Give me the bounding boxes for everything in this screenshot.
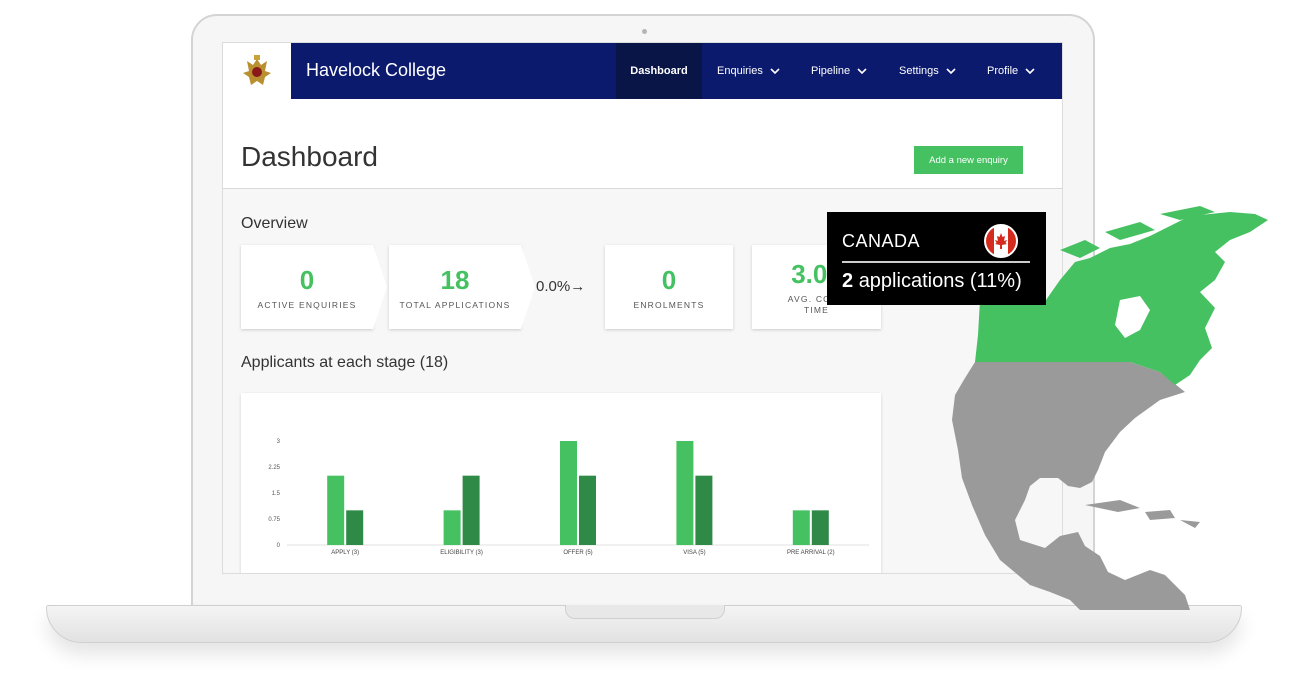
nav-pipeline[interactable]: Pipeline: [811, 43, 867, 99]
chevron-down-icon: [1025, 67, 1035, 74]
chart-bar: [443, 510, 461, 545]
chart-bar: [579, 475, 596, 545]
nav-enquiries-label: Enquiries: [717, 65, 763, 77]
stat-label: ENROLMENTS: [633, 300, 705, 310]
nav-dashboard-label: Dashboard: [630, 65, 688, 77]
x-tick-label: ELIGIBILITY (3): [440, 550, 483, 556]
stat-label: AVG. CONV: [787, 294, 846, 304]
x-tick-label: APPLY (3): [331, 550, 359, 556]
tooltip-country: CANADA: [842, 231, 921, 251]
chart-bar: [327, 475, 345, 545]
x-tick-label: PRE ARRIVAL (2): [787, 550, 835, 556]
college-logo[interactable]: [223, 43, 291, 99]
camera-dot: [642, 29, 647, 34]
y-tick-label: 2.25: [268, 465, 280, 471]
chevron-down-icon: [857, 67, 867, 74]
stat-value: 0: [661, 265, 677, 295]
chart-bar: [676, 441, 694, 545]
caribbean-islands: [1085, 500, 1200, 528]
stages-bar-chart: 0 0.75 1.5 2.25 3 APPLY (3) ELIGIBILITY (3) OFF…: [268, 439, 869, 556]
nav-profile[interactable]: Profile: [987, 43, 1035, 99]
conversion-rate: 0.0%→: [536, 278, 585, 295]
chart-bar: [462, 475, 480, 545]
stat-label-line2: TIME: [803, 305, 830, 315]
stat-active-enquiries[interactable]: 0 ACTIVE ENQUIRIES: [241, 245, 387, 329]
eagle-crest-icon: [243, 55, 271, 85]
stat-label: TOTAL APPLICATIONS: [399, 300, 511, 310]
add-enquiry-button[interactable]: Add a new enquiry: [914, 146, 1023, 174]
x-tick-label: OFFER (5): [563, 550, 592, 556]
chart-bar: [560, 441, 577, 545]
tooltip-divider: [842, 261, 1030, 263]
canada-flag-icon: [984, 224, 1018, 258]
arrow-right-icon: →: [570, 278, 586, 295]
nav-pipeline-label: Pipeline: [811, 65, 851, 77]
laptop-base: [46, 605, 1242, 643]
x-tick-label: VISA (5): [683, 550, 705, 556]
top-navbar: Havelock College Dashboard Enquiries Pip…: [223, 43, 1062, 99]
page-header: Dashboard Add a new enquiry: [223, 99, 1062, 189]
laptop-notch: [565, 605, 725, 619]
app-screen: Havelock College Dashboard Enquiries Pip…: [222, 42, 1063, 574]
chevron-down-icon: [946, 67, 956, 74]
country-tooltip: CANADA 2 applications (11%): [827, 212, 1046, 305]
page-title: Dashboard: [241, 141, 378, 172]
y-tick-label: 1.5: [272, 491, 281, 497]
overview-heading: Overview: [241, 215, 308, 232]
nav-profile-label: Profile: [987, 65, 1019, 77]
tooltip-count: 2: [842, 270, 854, 292]
stat-total-applications[interactable]: 18 TOTAL APPLICATIONS: [389, 245, 535, 329]
brand-name[interactable]: Havelock College: [306, 60, 447, 80]
y-tick-label: 0: [277, 543, 281, 549]
chart-bar: [811, 510, 829, 545]
y-tick-label: 0.75: [268, 517, 280, 523]
stages-chart-card: 0 0.75 1.5 2.25 3 APPLY (3) ELIGIBILITY (3) OFF…: [241, 393, 881, 573]
stage-arrow: [521, 245, 535, 329]
conversion-rate-value: 0.0%: [536, 278, 571, 295]
chart-bar: [346, 510, 364, 545]
stages-heading: Applicants at each stage (18): [241, 354, 449, 371]
chart-bar: [792, 510, 810, 545]
chart-bar: [695, 475, 713, 545]
stage-arrow: [373, 245, 387, 329]
nav-settings[interactable]: Settings: [899, 43, 956, 99]
y-tick-label: 3: [277, 439, 281, 445]
stat-value: 0: [299, 265, 315, 295]
stat-enrolments[interactable]: 0 ENROLMENTS: [605, 245, 733, 329]
chevron-down-icon: [770, 67, 780, 74]
stat-label: ACTIVE ENQUIRIES: [257, 300, 357, 310]
tooltip-suffix: applications (11%): [858, 270, 1022, 292]
nav-enquiries[interactable]: Enquiries: [717, 43, 780, 99]
nav-settings-label: Settings: [899, 65, 939, 77]
hudson-bay: [1115, 296, 1150, 338]
stat-value: 18: [440, 265, 470, 295]
nav-dashboard[interactable]: Dashboard: [616, 43, 702, 99]
tooltip-applications: 2 applications (11%): [842, 270, 1022, 293]
